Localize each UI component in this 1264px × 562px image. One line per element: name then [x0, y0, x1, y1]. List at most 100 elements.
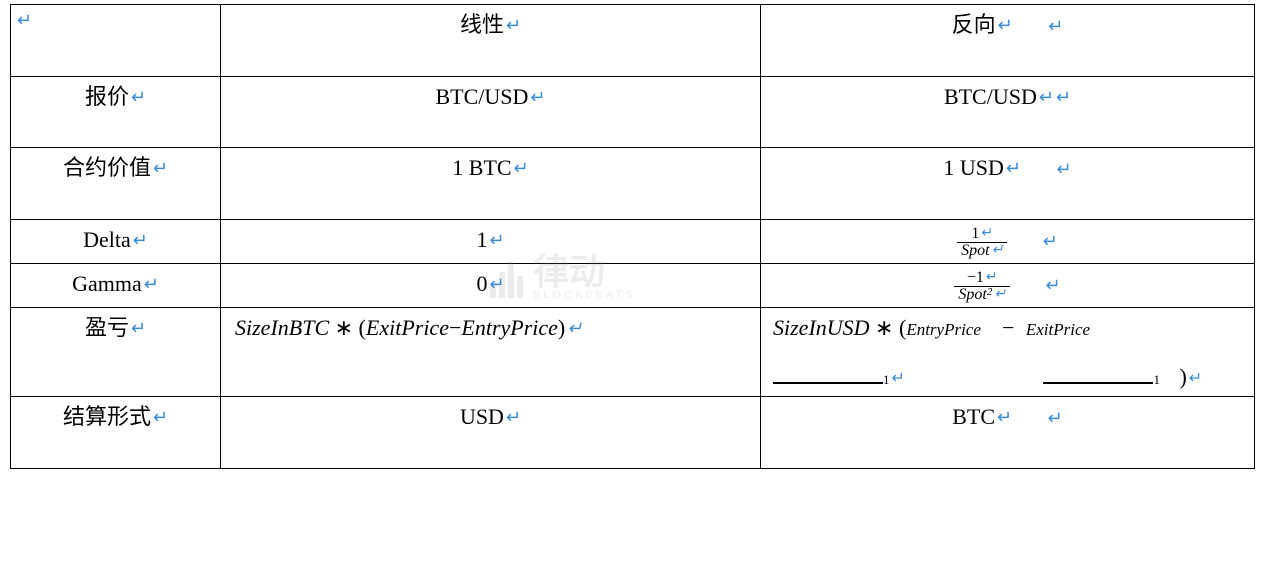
cell-linear: SizeInBTC ∗ (ExitPrice−EntryPrice)↵ [221, 307, 761, 396]
paragraph-mark-icon: ↵ [1048, 15, 1063, 38]
paragraph-mark-icon: ↵ [998, 14, 1013, 37]
linear-value: USD [460, 404, 504, 429]
cell-linear: USD↵ [221, 396, 761, 468]
attr-label: 报价 [85, 84, 129, 109]
paragraph-mark-icon: ↵ [981, 227, 993, 241]
paragraph-mark-icon: ↵ [1043, 230, 1058, 253]
paragraph-mark-icon: ↵ [997, 406, 1012, 429]
paragraph-mark-icon: ↵ [506, 406, 521, 429]
cell-attr: Delta↵ [11, 219, 221, 263]
cell-linear: BTC/USD↵ [221, 76, 761, 148]
formula-sep: − [1002, 315, 1014, 340]
paragraph-mark-icon: ↵ [153, 157, 168, 180]
cell-attr: 结算形式↵ [11, 396, 221, 468]
formula-sub2: 1 [1153, 372, 1160, 387]
underline-slot [773, 360, 883, 384]
paragraph-mark-icon: ↵ [506, 14, 521, 37]
linear-value: BTC/USD [435, 84, 528, 109]
paragraph-mark-icon: ↵ [530, 86, 545, 109]
paragraph-mark-icon: ↵ [1057, 158, 1072, 181]
attr-label: 合约价值 [63, 155, 151, 180]
paragraph-mark-icon: ↵ [1056, 86, 1071, 109]
paragraph-mark-icon: ↵ [17, 9, 32, 32]
table-row: 合约价值↵ 1 BTC↵ 1 USD↵ ↵ [11, 148, 1255, 220]
inverse-fraction: 1↵ Spot↵ [957, 226, 1007, 259]
paragraph-mark-icon: ↵ [153, 406, 168, 429]
paragraph-mark-icon: ↵ [514, 157, 529, 180]
table-row: Gamma↵ 0↵ −1↵ Spot2↵ ↵ [11, 263, 1255, 307]
inverse-value: BTC/USD [944, 84, 1037, 109]
linear-formula: SizeInBTC ∗ (ExitPrice−EntryPrice)↵ [235, 314, 752, 343]
comparison-table: ↵ 线性↵ 反向↵ ↵ 报价↵ [10, 4, 1255, 469]
underline-slot [1043, 360, 1153, 384]
table-row: 结算形式↵ USD↵ BTC↵ ↵ [11, 396, 1255, 468]
header-cell-attr: ↵ [11, 5, 221, 77]
table-row: 报价↵ BTC/USD↵ BTC/USD↵↵ [11, 76, 1255, 148]
formula-a: ExitPrice [366, 315, 449, 340]
cell-inverse: BTC↵ ↵ [761, 396, 1255, 468]
formula-sub1: 1 [883, 372, 890, 387]
paragraph-mark-icon: ↵ [986, 271, 998, 285]
cell-attr: 盈亏↵ [11, 307, 221, 396]
cell-attr: 报价↵ [11, 76, 221, 148]
formula-suffix: ) [558, 315, 565, 340]
attr-label: 结算形式 [63, 404, 151, 429]
cell-linear: 1↵ [221, 219, 761, 263]
linear-value: 1 [476, 227, 487, 252]
header-linear-label: 线性 [460, 12, 504, 37]
linear-value: 0 [476, 271, 487, 296]
cell-attr: Gamma↵ [11, 263, 221, 307]
fraction-den: Spot [958, 286, 986, 303]
linear-value: 1 BTC [452, 155, 511, 180]
formula-closing: ) [1179, 364, 1186, 389]
paragraph-mark-icon: ↵ [489, 273, 504, 296]
cell-inverse: BTC/USD↵↵ [761, 76, 1255, 148]
formula-prefix: SizeInBTC [235, 315, 329, 340]
formula-minus: − [449, 315, 461, 340]
paragraph-mark-icon: ↵ [489, 229, 504, 252]
paragraph-mark-icon: ↵ [144, 273, 159, 296]
paragraph-mark-icon: ↵ [992, 244, 1004, 258]
formula-term1: EntryPrice [906, 320, 981, 339]
inverse-value: BTC [952, 404, 995, 429]
cell-inverse: SizeInUSD ∗ (EntryPrice − ExitPrice 1↵ 1… [761, 307, 1255, 396]
fraction-num: −1 [967, 269, 984, 286]
header-inverse-label: 反向 [952, 12, 996, 37]
inverse-value: 1 USD [943, 155, 1004, 180]
table-header-row: ↵ 线性↵ 反向↵ ↵ [11, 5, 1255, 77]
paragraph-mark-icon: ↵ [1046, 274, 1061, 297]
paragraph-mark-icon: ↵ [892, 369, 905, 390]
cell-inverse: 1↵ Spot↵ ↵ [761, 219, 1255, 263]
cell-attr: 合约价值↵ [11, 148, 221, 220]
paragraph-mark-icon: ↵ [567, 317, 582, 340]
formula-op: ∗ ( [329, 315, 366, 340]
formula-b: EntryPrice [461, 315, 558, 340]
attr-label: Delta [83, 227, 131, 252]
paragraph-mark-icon: ↵ [131, 86, 146, 109]
formula-op: ∗ ( [870, 315, 907, 340]
header-cell-inverse: 反向↵ ↵ [761, 5, 1255, 77]
paragraph-mark-icon: ↵ [133, 229, 148, 252]
cell-inverse: −1↵ Spot2↵ ↵ [761, 263, 1255, 307]
paragraph-mark-icon: ↵ [1189, 369, 1202, 390]
cell-linear: 0↵ [221, 263, 761, 307]
header-cell-linear: 线性↵ [221, 5, 761, 77]
formula-term2: ExitPrice [1026, 320, 1090, 339]
inverse-formula-line2: 1↵ 1 )↵ [773, 360, 1250, 392]
inverse-formula-line1: SizeInUSD ∗ (EntryPrice − ExitPrice [773, 314, 1250, 343]
fraction-den-sup: 2 [987, 286, 993, 298]
paragraph-mark-icon: ↵ [131, 317, 146, 340]
paragraph-mark-icon: ↵ [1048, 407, 1063, 430]
table-row: Delta↵ 1↵ 1↵ Spot↵ ↵ [11, 219, 1255, 263]
document-page: 律动 BLOCKBEATS ↵ 线性↵ 反向↵ ↵ [0, 4, 1264, 562]
fraction-den: Spot [961, 242, 989, 259]
table-row: 盈亏↵ SizeInBTC ∗ (ExitPrice−EntryPrice)↵ … [11, 307, 1255, 396]
cell-linear: 1 BTC↵ [221, 148, 761, 220]
paragraph-mark-icon: ↵ [1039, 86, 1054, 109]
attr-label: Gamma [72, 271, 142, 296]
formula-prefix: SizeInUSD [773, 315, 870, 340]
fraction-num: 1 [971, 225, 979, 242]
cell-inverse: 1 USD↵ ↵ [761, 148, 1255, 220]
paragraph-mark-icon: ↵ [1006, 157, 1021, 180]
inverse-fraction: −1↵ Spot2↵ [954, 270, 1010, 303]
